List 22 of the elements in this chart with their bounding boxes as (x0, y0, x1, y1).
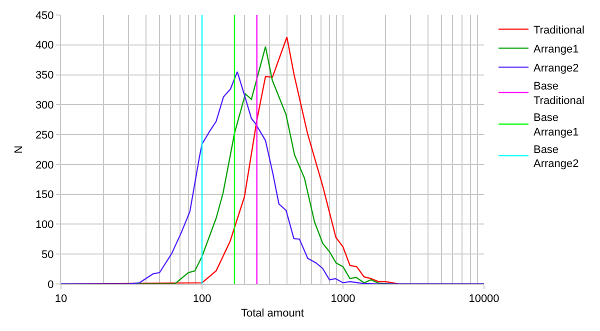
x-tick-label: 1000 (330, 293, 356, 306)
x-tick-label: 10000 (468, 293, 500, 306)
y-tick-label: 400 (35, 40, 54, 52)
x-tick-label: 10 (54, 293, 68, 306)
legend-label: Base Arrange1 (533, 112, 579, 139)
x-tick-label: 100 (192, 293, 212, 306)
legend-label: Arrange2 (533, 62, 579, 74)
y-tick-label: 300 (35, 100, 54, 112)
y-tick-label: 200 (35, 159, 54, 172)
legend-label: Base Traditional (533, 80, 584, 107)
legend-label: Traditional (533, 24, 584, 36)
y-tick-label: 150 (35, 189, 54, 202)
y-tick-label: 50 (42, 248, 54, 261)
legend-label: Base Arrange2 (533, 144, 579, 170)
x-axis-title: Total amount (241, 307, 304, 320)
legend-label: Arrange1 (533, 43, 579, 56)
y-tick-label: 0 (48, 278, 54, 291)
y-tick-label: 350 (35, 70, 54, 82)
y-tick-label: 250 (35, 129, 54, 142)
y-tick-label: 100 (35, 219, 54, 232)
y-tick-label: 450 (35, 10, 54, 22)
y-axis-title: N (13, 145, 26, 154)
